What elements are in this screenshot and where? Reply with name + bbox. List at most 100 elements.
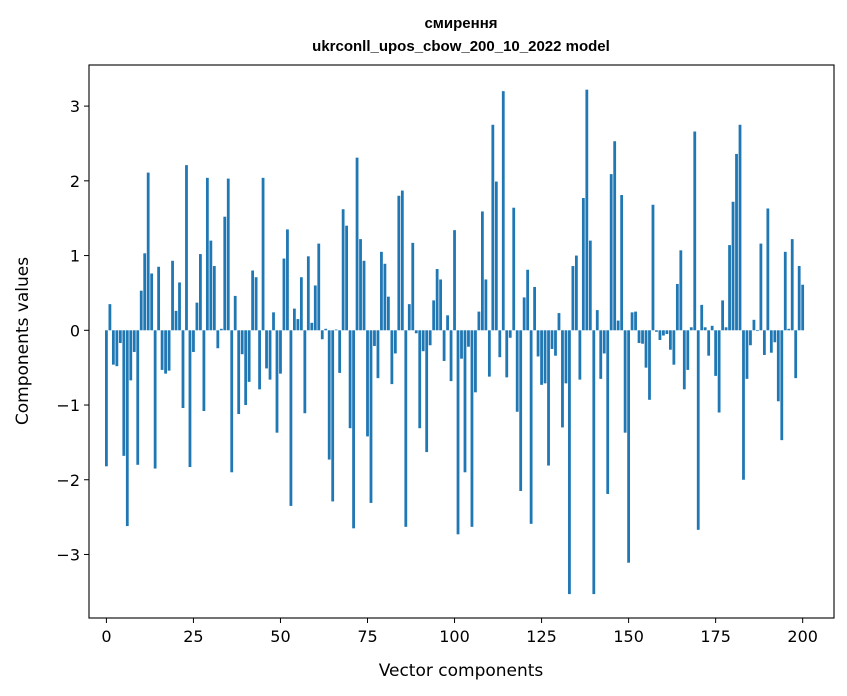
bar bbox=[164, 330, 167, 374]
bar bbox=[143, 253, 147, 331]
bar bbox=[146, 172, 150, 331]
bar bbox=[331, 330, 335, 502]
bar bbox=[296, 319, 300, 331]
bar bbox=[171, 260, 174, 331]
bar bbox=[735, 153, 738, 331]
bar bbox=[279, 330, 282, 374]
bar bbox=[581, 198, 585, 331]
bar bbox=[373, 330, 376, 346]
bar bbox=[209, 240, 213, 331]
bar bbox=[338, 330, 342, 373]
bar bbox=[341, 209, 345, 331]
bar bbox=[689, 327, 693, 331]
bar bbox=[275, 330, 279, 433]
bar bbox=[237, 330, 241, 414]
bar bbox=[759, 243, 763, 331]
bar bbox=[724, 327, 728, 331]
bar bbox=[738, 124, 742, 331]
bar bbox=[428, 330, 432, 346]
bar bbox=[668, 330, 672, 350]
bar bbox=[205, 177, 209, 331]
y-tick-label: −3 bbox=[56, 545, 80, 564]
bar bbox=[125, 330, 129, 527]
bar bbox=[568, 330, 571, 595]
bar bbox=[188, 330, 192, 468]
bar bbox=[219, 328, 223, 331]
bar bbox=[233, 295, 237, 331]
bar bbox=[129, 330, 133, 381]
bar bbox=[199, 254, 202, 331]
bar bbox=[334, 329, 338, 331]
bar bbox=[675, 283, 679, 331]
bar bbox=[293, 308, 296, 331]
bar bbox=[756, 330, 759, 332]
bar bbox=[773, 330, 777, 343]
bar bbox=[501, 91, 505, 331]
bar bbox=[132, 330, 136, 352]
bar bbox=[588, 240, 592, 331]
bar bbox=[139, 290, 143, 331]
bar bbox=[710, 325, 714, 331]
bar bbox=[700, 304, 704, 331]
bar bbox=[404, 330, 408, 527]
bar bbox=[118, 330, 122, 343]
bar bbox=[484, 279, 488, 331]
bar bbox=[714, 330, 718, 376]
bar bbox=[602, 330, 606, 354]
bar bbox=[787, 328, 791, 331]
bar bbox=[306, 256, 310, 331]
bar bbox=[505, 330, 509, 378]
x-tick-label: 100 bbox=[439, 627, 470, 646]
bar bbox=[780, 330, 784, 441]
bar bbox=[348, 330, 352, 429]
bar bbox=[460, 330, 463, 359]
bar bbox=[665, 330, 669, 335]
bar bbox=[320, 330, 324, 340]
bar bbox=[254, 277, 258, 331]
bar bbox=[212, 266, 216, 331]
bar bbox=[397, 195, 401, 331]
bar bbox=[286, 229, 289, 331]
bar bbox=[512, 207, 516, 331]
bar bbox=[574, 255, 578, 331]
bar bbox=[599, 330, 603, 379]
bar bbox=[721, 300, 724, 331]
bar bbox=[393, 330, 397, 354]
y-tick-label: 3 bbox=[70, 97, 80, 116]
bar bbox=[627, 330, 630, 563]
bar bbox=[536, 330, 540, 357]
x-tick-label: 75 bbox=[357, 627, 377, 646]
bar bbox=[160, 330, 164, 370]
bar bbox=[693, 131, 697, 331]
bar bbox=[783, 251, 787, 331]
bar bbox=[554, 330, 557, 356]
bar bbox=[366, 330, 369, 437]
bar bbox=[487, 330, 491, 377]
bar bbox=[223, 216, 227, 331]
bar bbox=[595, 310, 599, 331]
bar bbox=[153, 330, 157, 469]
x-axis-ticks: 0 25 50 75 100 125 150 175 200 bbox=[101, 618, 818, 646]
bar bbox=[766, 208, 770, 331]
bar bbox=[258, 330, 261, 390]
bar bbox=[564, 330, 568, 384]
x-tick-label: 200 bbox=[787, 627, 818, 646]
bar bbox=[247, 330, 251, 382]
x-tick-label: 150 bbox=[613, 627, 644, 646]
bar bbox=[345, 225, 349, 331]
bar bbox=[178, 282, 181, 331]
bar bbox=[230, 330, 234, 473]
bar bbox=[310, 322, 314, 331]
bar bbox=[682, 330, 686, 390]
bar bbox=[400, 190, 404, 331]
bar bbox=[571, 266, 575, 331]
bar bbox=[289, 330, 293, 506]
bar bbox=[418, 330, 422, 429]
bar bbox=[108, 304, 112, 331]
bar bbox=[557, 313, 561, 331]
bar-series bbox=[105, 89, 805, 595]
bar bbox=[613, 141, 617, 331]
bar bbox=[651, 204, 655, 331]
bar bbox=[529, 330, 533, 524]
bar bbox=[515, 330, 519, 412]
